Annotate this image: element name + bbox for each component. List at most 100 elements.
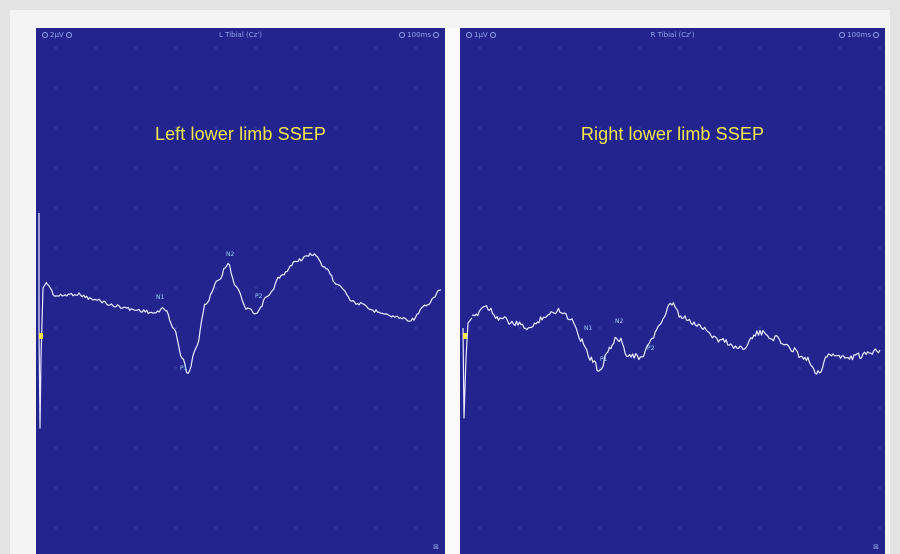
grid-dot <box>639 87 641 89</box>
left-gain-value: 2μV <box>50 31 64 39</box>
grid-dot <box>175 527 177 529</box>
grid-dot <box>335 87 337 89</box>
grid-dot <box>759 47 761 49</box>
right-scroll-marker[interactable]: ⊠ <box>873 543 879 551</box>
grid-dot <box>215 247 217 249</box>
grid-dot <box>55 167 57 169</box>
grid-dot <box>335 247 337 249</box>
grid-dot <box>415 207 417 209</box>
grid-dot <box>479 247 481 249</box>
grid-dot <box>375 127 377 129</box>
grid-dot <box>879 447 881 449</box>
grid-dot <box>719 207 721 209</box>
right-timebase-readout[interactable]: 100ms <box>837 31 881 39</box>
grid-dot <box>519 327 521 329</box>
grid-dot <box>559 247 561 249</box>
grid-dot <box>135 327 137 329</box>
grid-dot <box>639 207 641 209</box>
grid-dot <box>599 207 601 209</box>
grid-dot <box>415 247 417 249</box>
grid-dot <box>335 367 337 369</box>
grid-dot <box>95 447 97 449</box>
grid-dot <box>255 367 257 369</box>
grid-dot <box>215 487 217 489</box>
grid-dot <box>215 207 217 209</box>
grid-dot <box>759 87 761 89</box>
grid-dot <box>375 367 377 369</box>
grid-dot <box>295 87 297 89</box>
grid-dot <box>839 487 841 489</box>
grid-dots <box>479 47 881 529</box>
grid-dot <box>799 287 801 289</box>
grid-dot <box>295 167 297 169</box>
grid-dot <box>95 487 97 489</box>
grid-dot <box>415 527 417 529</box>
peak-label: N1 <box>156 294 164 301</box>
grid-dot <box>879 367 881 369</box>
grid-dot <box>335 407 337 409</box>
timebase-knob-icon <box>399 32 406 38</box>
grid-dot <box>799 247 801 249</box>
right-timebase-value: 100ms <box>847 31 871 39</box>
grid-dot <box>519 287 521 289</box>
gain-knob-icon <box>489 32 496 38</box>
left-baseline-cursor[interactable] <box>39 333 43 339</box>
grid-dot <box>799 487 801 489</box>
right-baseline-cursor[interactable] <box>463 333 467 339</box>
right-gain-readout[interactable]: 1μV <box>464 31 498 39</box>
grid-dot <box>599 367 601 369</box>
grid-dot <box>879 487 881 489</box>
grid-dot <box>55 487 57 489</box>
peak-label: N2 <box>615 318 623 325</box>
grid-dot <box>215 127 217 129</box>
grid-dot <box>759 407 761 409</box>
left-gain-readout[interactable]: 2μV <box>40 31 74 39</box>
grid-dot <box>295 487 297 489</box>
grid-dot <box>479 127 481 129</box>
grid-dot <box>679 407 681 409</box>
left-scroll-marker[interactable]: ⊠ <box>433 543 439 551</box>
right-ssep-panel: N1 P1 N2 P2 1μV R Tibial (Cz') 100ms Right … <box>460 28 885 554</box>
grid-dot <box>215 367 217 369</box>
grid-dot <box>135 367 137 369</box>
grid-dot <box>519 527 521 529</box>
grid-dot <box>415 367 417 369</box>
grid-dot <box>559 527 561 529</box>
grid-dot <box>479 87 481 89</box>
grid-dot <box>799 207 801 209</box>
grid-dot <box>175 247 177 249</box>
left-timebase-readout[interactable]: 100ms <box>397 31 441 39</box>
peak-label: P2 <box>647 345 655 352</box>
grid-dot <box>135 447 137 449</box>
grid-dot <box>95 127 97 129</box>
grid-dot <box>519 487 521 489</box>
grid-dot <box>559 207 561 209</box>
grid-dot <box>639 247 641 249</box>
left-ssep-trace <box>45 252 442 374</box>
grid-dot <box>759 207 761 209</box>
grid-dot <box>415 47 417 49</box>
grid-dot <box>719 167 721 169</box>
timebase-knob-icon <box>873 32 879 38</box>
grid-dot <box>255 207 257 209</box>
grid-dot <box>95 287 97 289</box>
grid-dot <box>679 87 681 89</box>
grid-dot <box>215 327 217 329</box>
grid-dot <box>375 527 377 529</box>
right-gain-value: 1μV <box>474 31 488 39</box>
grid-dot <box>295 407 297 409</box>
grid-dot <box>95 407 97 409</box>
grid-dot <box>519 87 521 89</box>
grid-dot <box>599 327 601 329</box>
grid-dot <box>719 87 721 89</box>
grid-dot <box>839 407 841 409</box>
grid-dot <box>375 47 377 49</box>
grid-dot <box>375 207 377 209</box>
grid-dot <box>175 87 177 89</box>
grid-dot <box>175 447 177 449</box>
grid-dot <box>175 367 177 369</box>
grid-dot <box>519 447 521 449</box>
grid-dot <box>375 287 377 289</box>
grid-dot <box>599 47 601 49</box>
grid-dot <box>295 327 297 329</box>
